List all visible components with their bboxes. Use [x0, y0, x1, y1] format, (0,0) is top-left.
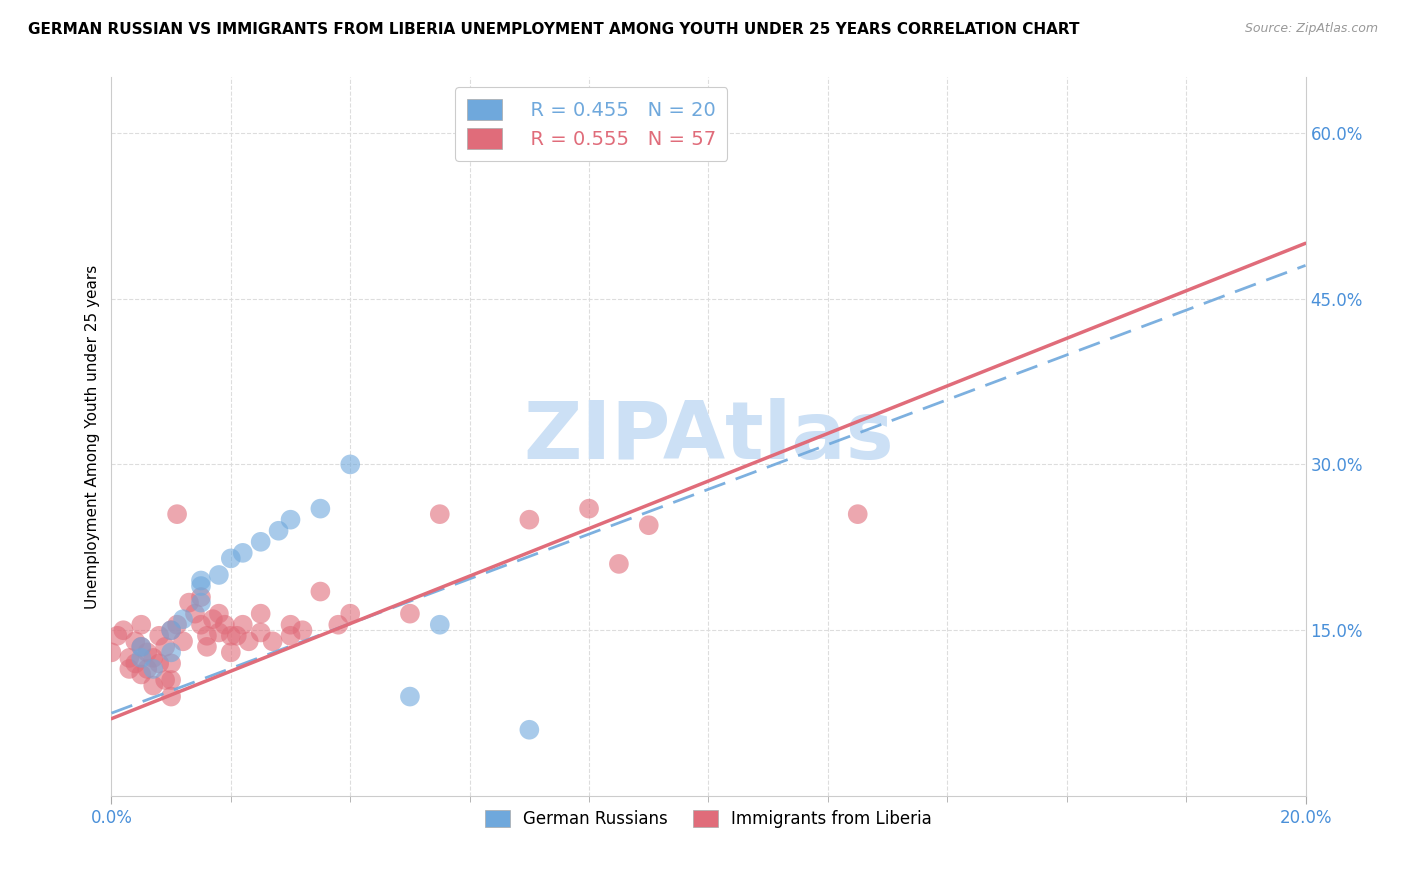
Point	[208, 607, 231, 621]
Point	[129, 667, 152, 681]
Point	[225, 629, 247, 643]
Point	[219, 629, 242, 643]
Point	[172, 612, 194, 626]
Point	[291, 624, 314, 638]
Point	[195, 640, 218, 654]
Point	[607, 557, 630, 571]
Point	[190, 579, 212, 593]
Point	[201, 612, 224, 626]
Point	[238, 634, 260, 648]
Point	[148, 657, 170, 671]
Legend: German Russians, Immigrants from Liberia: German Russians, Immigrants from Liberia	[478, 803, 939, 835]
Point	[105, 629, 128, 643]
Point	[517, 723, 540, 737]
Point	[184, 607, 207, 621]
Point	[267, 524, 290, 538]
Text: ZIPAtlas: ZIPAtlas	[523, 398, 894, 475]
Point	[160, 645, 183, 659]
Point	[190, 596, 212, 610]
Point	[195, 629, 218, 643]
Point	[160, 657, 183, 671]
Point	[232, 617, 254, 632]
Text: GERMAN RUSSIAN VS IMMIGRANTS FROM LIBERIA UNEMPLOYMENT AMONG YOUTH UNDER 25 YEAR: GERMAN RUSSIAN VS IMMIGRANTS FROM LIBERI…	[28, 22, 1080, 37]
Point	[262, 634, 284, 648]
Point	[142, 662, 165, 676]
Point	[190, 617, 212, 632]
Point	[249, 607, 271, 621]
Point	[160, 624, 183, 638]
Text: Source: ZipAtlas.com: Source: ZipAtlas.com	[1244, 22, 1378, 36]
Point	[399, 607, 422, 621]
Point	[232, 546, 254, 560]
Point	[517, 513, 540, 527]
Point	[124, 634, 146, 648]
Point	[160, 690, 183, 704]
Point	[339, 607, 361, 621]
Point	[219, 645, 242, 659]
Point	[118, 651, 141, 665]
Point	[148, 629, 170, 643]
Point	[339, 458, 361, 472]
Point	[280, 513, 302, 527]
Point	[129, 640, 152, 654]
Point	[190, 590, 212, 604]
Point	[280, 629, 302, 643]
Point	[328, 617, 350, 632]
Point	[697, 103, 720, 118]
Point	[136, 662, 159, 676]
Point	[129, 640, 152, 654]
Point	[160, 673, 183, 687]
Point	[249, 625, 271, 640]
Point	[118, 662, 141, 676]
Point	[429, 617, 451, 632]
Point	[153, 640, 176, 654]
Point	[142, 679, 165, 693]
Point	[399, 690, 422, 704]
Point	[136, 645, 159, 659]
Point	[637, 518, 659, 533]
Point	[172, 634, 194, 648]
Point	[190, 574, 212, 588]
Point	[177, 596, 200, 610]
Point	[129, 651, 152, 665]
Y-axis label: Unemployment Among Youth under 25 years: Unemployment Among Youth under 25 years	[86, 265, 100, 609]
Point	[249, 534, 271, 549]
Point	[166, 617, 188, 632]
Point	[142, 651, 165, 665]
Point	[214, 617, 236, 632]
Point	[578, 501, 600, 516]
Point	[429, 507, 451, 521]
Point	[208, 625, 231, 640]
Point	[219, 551, 242, 566]
Point	[208, 568, 231, 582]
Point	[100, 645, 122, 659]
Point	[846, 507, 869, 521]
Point	[309, 501, 332, 516]
Point	[124, 657, 146, 671]
Point	[129, 617, 152, 632]
Point	[153, 673, 176, 687]
Point	[309, 584, 332, 599]
Point	[112, 624, 135, 638]
Point	[160, 624, 183, 638]
Point	[280, 617, 302, 632]
Point	[166, 507, 188, 521]
